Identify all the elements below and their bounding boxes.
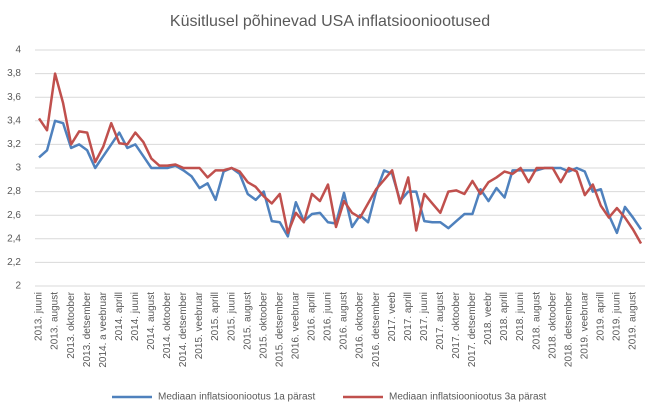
- y-tick-label: 2,6: [7, 210, 21, 221]
- y-tick-label: 2,2: [7, 257, 21, 268]
- x-tick-label: 2014. juuni: [130, 292, 141, 341]
- x-tick-label: 2013. detsember: [82, 291, 93, 367]
- x-tick-label: 2018. aprill: [499, 292, 510, 341]
- x-tick-label: 2013. oktoober: [66, 291, 77, 358]
- x-tick-label: 2016. aprill: [307, 292, 318, 341]
- x-tick-label: 2019. juuni: [612, 292, 623, 341]
- x-tick-label: 2018. oktoober: [547, 291, 558, 358]
- x-tick-label: 2019. aprill: [595, 292, 606, 341]
- x-tick-label: 2016. juuni: [323, 292, 334, 341]
- y-tick-label: 2,8: [7, 186, 21, 197]
- x-tick-label: 2015. aprill: [210, 292, 221, 341]
- y-tick-label: 3,8: [7, 68, 21, 79]
- x-tick-label: 2016. veebruar: [290, 291, 301, 359]
- x-tick-label: 2017. detsember: [467, 291, 478, 367]
- x-tick-label: 2015. juuni: [226, 292, 237, 341]
- x-tick-label: 2015. august: [242, 292, 253, 350]
- y-tick-label: 2: [15, 281, 21, 292]
- x-tick-label: 2014. a veebruar: [98, 291, 109, 367]
- y-tick-label: 3: [15, 163, 21, 174]
- y-tick-label: 4: [15, 45, 21, 56]
- y-tick-label: 3,4: [7, 115, 21, 126]
- x-tick-label: 2016. oktoober: [355, 291, 366, 358]
- x-tick-label: 2014. august: [146, 292, 157, 350]
- x-tick-label: 2018. veebr: [483, 291, 494, 344]
- x-tick-label: 2018. august: [531, 292, 542, 350]
- series-line: [38, 119, 643, 238]
- y-tick-label: 3,2: [7, 139, 21, 150]
- x-tick-label: 2018. detsember: [563, 291, 574, 367]
- x-tick-label: 2015. oktoober: [258, 291, 269, 358]
- x-tick-label: 2014. oktoober: [162, 291, 173, 358]
- legend-label: Mediaan inflatsiooniootus 3a pärast: [389, 392, 547, 403]
- x-tick-label: 2017. veeb: [387, 292, 398, 342]
- x-tick-label: 2017. oktoober: [451, 291, 462, 358]
- x-tick-label: 2014. aprill: [114, 292, 125, 341]
- series-line: [37, 72, 643, 245]
- x-tick-label: 2016. august: [339, 292, 350, 350]
- x-tick-label: 2013. august: [50, 292, 61, 350]
- y-tick-label: 3,6: [7, 92, 21, 103]
- x-tick-label: 2019. veebruar: [579, 291, 590, 359]
- y-tick-label: 2,4: [7, 233, 21, 244]
- x-tick-label: 2015. detsember: [274, 291, 285, 367]
- x-tick-label: 2019. august: [628, 292, 639, 350]
- x-tick-label: 2013. juuni: [34, 292, 45, 341]
- x-tick-label: 2016. detsember: [371, 291, 382, 367]
- x-tick-label: 2018. juuni: [515, 292, 526, 341]
- x-tick-label: 2017. august: [435, 292, 446, 350]
- chart-title: Küsitlusel põhinevad USA inflatsioonioot…: [170, 13, 490, 30]
- x-tick-label: 2017. aprill: [403, 292, 414, 341]
- legend-label: Mediaan inflatsiooniootus 1a pärast: [158, 392, 316, 403]
- x-tick-label: 2015. veebruar: [194, 291, 205, 359]
- x-tick-label: 2017. juuni: [419, 292, 430, 341]
- x-tick-label: 2014. detsember: [178, 291, 189, 367]
